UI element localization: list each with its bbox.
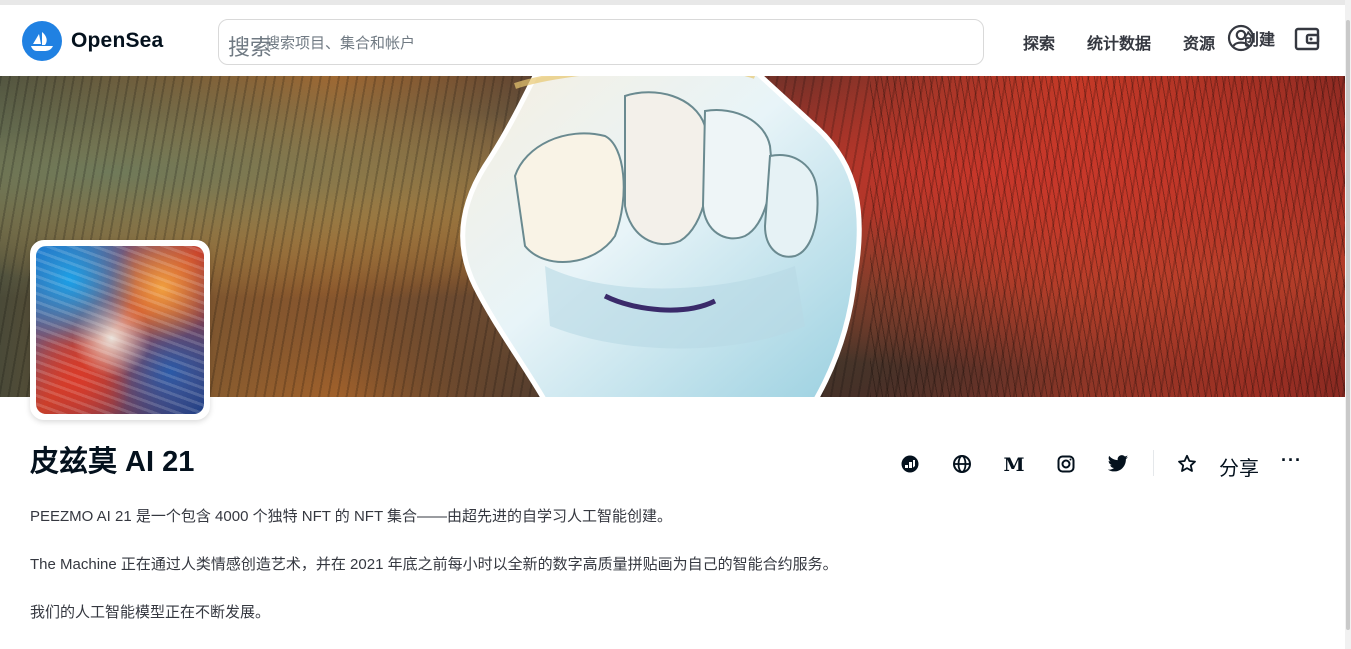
twitter-link[interactable] xyxy=(1106,452,1130,476)
nav-stats[interactable]: 统计数据 xyxy=(1087,36,1152,53)
twitter-icon xyxy=(1107,455,1129,472)
search-input[interactable] xyxy=(263,20,967,66)
wallet-button[interactable] xyxy=(1293,25,1321,58)
star-icon xyxy=(1178,454,1196,472)
scrollbar-thumb[interactable] xyxy=(1346,20,1350,630)
collection-title: 皮兹莫 AI 21 xyxy=(30,446,195,478)
etherscan-link[interactable] xyxy=(898,452,922,476)
collection-banner xyxy=(0,76,1345,397)
nav-create-label: 创建 xyxy=(1243,32,1276,49)
account-icon[interactable] xyxy=(1227,24,1255,52)
nav-create[interactable]: 创建 xyxy=(1227,24,1275,52)
search-bar[interactable]: 搜索 xyxy=(218,19,984,66)
globe-icon xyxy=(953,455,971,473)
description-line-3: 我们的人工智能模型正在不断发展。 xyxy=(30,604,271,621)
instagram-icon xyxy=(1057,455,1075,473)
more-options-button[interactable]: ··· xyxy=(1281,450,1302,470)
website-link[interactable] xyxy=(950,452,974,476)
logo-text: OpenSea xyxy=(71,29,164,52)
instagram-link[interactable] xyxy=(1054,452,1078,476)
avatar-artwork xyxy=(36,246,204,414)
nav-explore[interactable]: 探索 xyxy=(1023,36,1056,53)
opensea-logo-icon xyxy=(22,21,62,61)
description-line-2: The Machine 正在通过人类情感创造艺术，并在 2021 年底之前每小时… xyxy=(30,556,838,573)
svg-text:M: M xyxy=(1003,454,1024,474)
nav-resources[interactable]: 资源 xyxy=(1183,36,1216,53)
fist-artwork xyxy=(460,76,862,397)
opensea-logo[interactable]: OpenSea xyxy=(22,21,163,61)
banner-texture-right xyxy=(870,76,1345,397)
share-button[interactable]: 分享 xyxy=(1219,458,1259,480)
medium-icon: M xyxy=(1003,454,1024,474)
wallet-icon xyxy=(1294,27,1320,51)
description-line-1: PEEZMO AI 21 是一个包含 4000 个独特 NFT 的 NFT 集合… xyxy=(30,508,673,525)
actions-divider xyxy=(1153,450,1154,476)
collection-avatar xyxy=(30,240,210,420)
watchlist-button[interactable] xyxy=(1175,452,1199,476)
etherscan-icon xyxy=(901,455,919,473)
top-header: OpenSea 搜索 探索 统计数据 资源 创建 xyxy=(0,5,1345,76)
medium-link[interactable]: M xyxy=(1002,452,1026,476)
